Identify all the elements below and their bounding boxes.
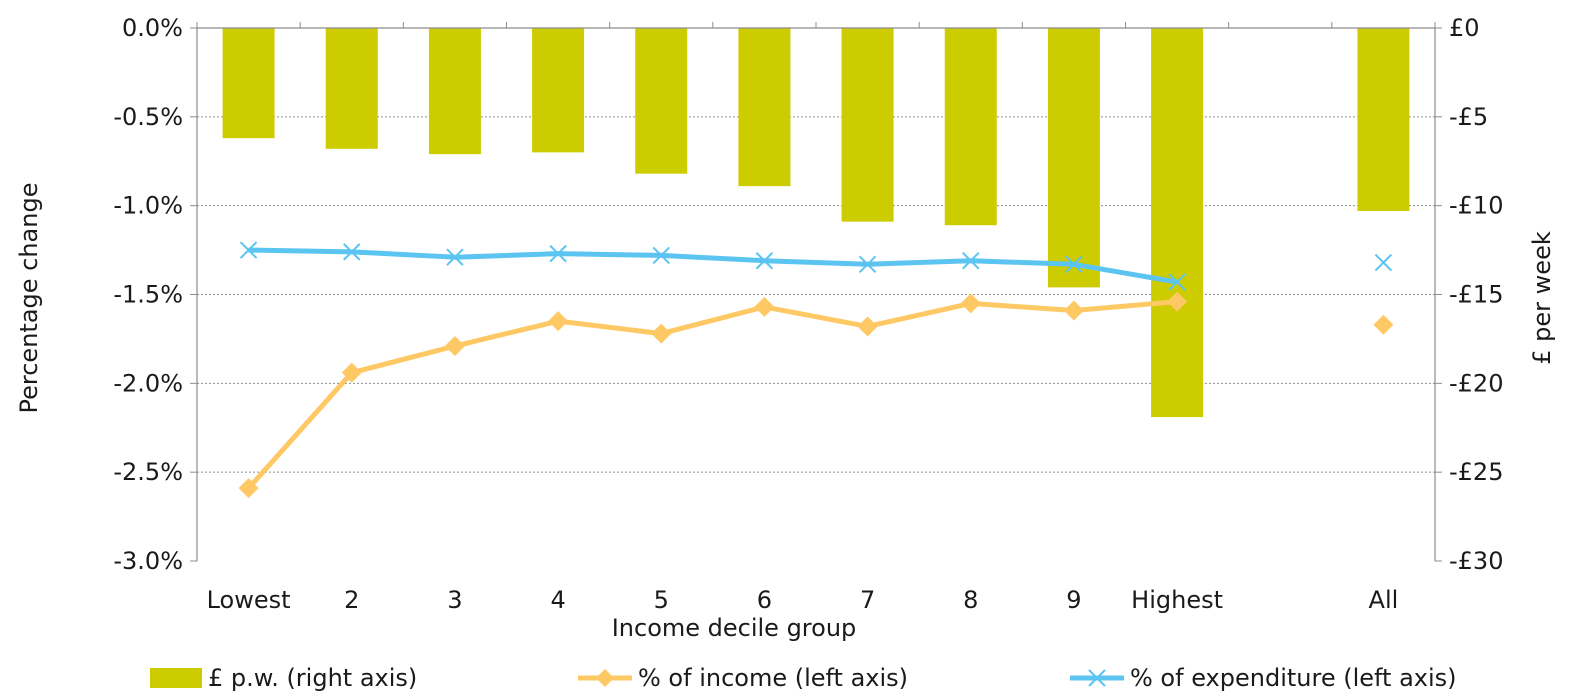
y-tick-label: -3.0% xyxy=(113,547,183,575)
data-point-stroke xyxy=(446,248,464,266)
legend-label: £ p.w. (right axis) xyxy=(208,664,417,692)
x-tick-label: 9 xyxy=(1066,586,1081,614)
x-tick-label: 2 xyxy=(344,586,359,614)
y2-tick-label: -£25 xyxy=(1449,458,1503,486)
series-line xyxy=(248,247,1178,285)
x-tick-label: Lowest xyxy=(207,586,291,614)
legend-label: % of income (left axis) xyxy=(638,664,908,692)
y2-tick-label: £0 xyxy=(1449,14,1480,42)
x-tick-label: All xyxy=(1369,586,1399,614)
bar xyxy=(1047,28,1100,288)
data-point-stroke xyxy=(755,252,774,270)
data-point-stroke xyxy=(1065,255,1083,274)
bar xyxy=(428,28,481,155)
legend-marker xyxy=(596,669,614,687)
bar xyxy=(944,28,997,226)
bar xyxy=(738,28,791,187)
legend-entry: £ p.w. (right axis) xyxy=(150,664,417,692)
legend-entry: % of income (left axis) xyxy=(578,664,908,692)
y-tick-label: -2.0% xyxy=(113,369,183,397)
data-point xyxy=(446,248,464,266)
x-tick-label: 4 xyxy=(550,586,565,614)
legend: £ p.w. (right axis) % of income (left axi… xyxy=(150,664,1457,692)
data-point xyxy=(1374,253,1393,272)
data-point-stroke xyxy=(962,252,980,270)
data-point xyxy=(238,478,259,499)
data-point xyxy=(1168,273,1186,291)
x-axis-title: Income decile group xyxy=(612,614,857,642)
data-point xyxy=(857,316,878,337)
y2-tick-label: -£5 xyxy=(1449,103,1488,131)
bar xyxy=(325,28,378,149)
x-tick-label: 5 xyxy=(654,586,669,614)
data-point xyxy=(651,323,672,344)
x-tick-label: 6 xyxy=(757,586,772,614)
data-point xyxy=(754,296,775,317)
x-tick-label: Highest xyxy=(1131,586,1223,614)
y2-tick-label: -£30 xyxy=(1449,547,1503,575)
data-point xyxy=(755,252,774,270)
data-point-stroke xyxy=(549,244,567,263)
y2-tick-label: -£20 xyxy=(1449,369,1503,397)
gridlines xyxy=(197,116,1435,473)
data-point-stroke xyxy=(343,243,361,261)
legend-swatch xyxy=(150,668,202,688)
legend-marker xyxy=(1088,669,1106,687)
bar xyxy=(532,28,585,153)
x-tick-label: 8 xyxy=(963,586,978,614)
axes xyxy=(190,22,1442,562)
y-axis-title: Percentage change xyxy=(15,183,43,414)
data-point-stroke xyxy=(239,241,258,259)
data-point xyxy=(341,362,362,383)
data-point xyxy=(962,252,980,270)
data-point xyxy=(1167,291,1188,312)
y-tick-label: 0.0% xyxy=(122,14,183,42)
data-point xyxy=(858,255,877,274)
bar xyxy=(841,28,894,222)
series-line xyxy=(246,299,1178,490)
axis-labels: 0.0% £0 -0.5% -£5 -1.0% -£10 -1.5% -£15 -2.0% -£2… xyxy=(113,14,1503,614)
data-point-stroke xyxy=(858,255,877,274)
data-point xyxy=(548,311,569,332)
legend-entry: % of expenditure (left axis) xyxy=(1070,664,1457,692)
data-point xyxy=(549,244,567,263)
x-tick-label: 3 xyxy=(447,586,462,614)
bar xyxy=(222,28,275,139)
y-tick-label: -1.0% xyxy=(113,192,183,220)
data-point xyxy=(652,246,670,265)
data-point xyxy=(1373,314,1394,335)
data-point xyxy=(343,243,361,261)
y-tick-label: -2.5% xyxy=(113,458,183,486)
y-tick-label: -1.5% xyxy=(113,281,183,309)
data-point xyxy=(1065,255,1083,274)
y2-axis-title: £ per week xyxy=(1528,231,1556,365)
y2-tick-label: -£10 xyxy=(1449,192,1503,220)
data-point-stroke xyxy=(1374,253,1393,272)
bar xyxy=(1151,28,1204,418)
data-point xyxy=(1063,300,1084,321)
bar xyxy=(1357,28,1410,211)
bar xyxy=(635,28,688,174)
data-point xyxy=(960,293,981,314)
data-point xyxy=(444,336,465,357)
y2-tick-label: -£15 xyxy=(1449,281,1503,309)
line-series xyxy=(238,241,1394,499)
data-point-stroke xyxy=(652,246,670,265)
data-point-stroke xyxy=(1168,273,1186,291)
y-tick-label: -0.5% xyxy=(113,103,183,131)
data-point xyxy=(239,241,258,259)
x-tick-label: 7 xyxy=(860,586,875,614)
legend-label: % of expenditure (left axis) xyxy=(1130,664,1457,692)
bar-series xyxy=(222,28,1410,418)
